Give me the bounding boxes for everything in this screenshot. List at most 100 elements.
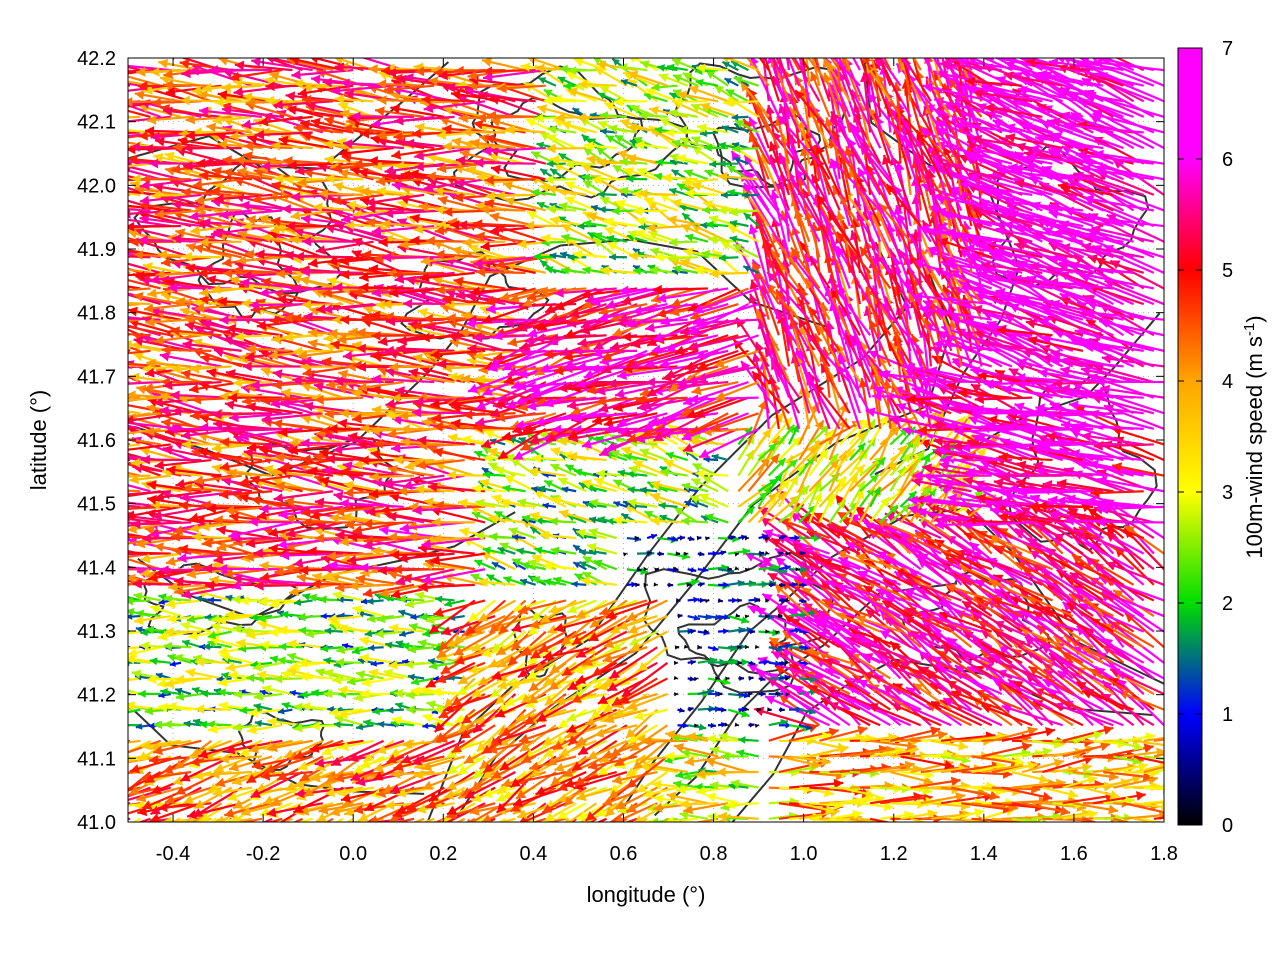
wind-arrow [548, 819, 596, 844]
wind-arrow-head [523, 823, 533, 832]
wind-arrow-head [311, 828, 321, 837]
wind-arrow-head [938, 821, 948, 830]
wind-arrow [718, 692, 723, 697]
wind-arrow [688, 676, 695, 681]
wind-arrow-head [97, 801, 107, 810]
wind-arrow-head [1042, 792, 1052, 802]
wind-arrow-head [127, 828, 137, 837]
wind-arrow [755, 724, 759, 728]
wind-arrow-head [435, 595, 442, 602]
wind-arrow-head [246, 674, 254, 683]
wind-arrow-head [119, 644, 125, 650]
wind-arrow-head [297, 613, 305, 621]
wind-arrow-head [556, 833, 566, 842]
wind-arrow-head [444, 832, 454, 841]
wind-arrow-shaft [98, 616, 131, 618]
wind-arrow-head [498, 829, 508, 838]
wind-arrow-shaft [107, 655, 130, 663]
wind-arrow-head [587, 829, 597, 838]
wind-arrow-head [349, 581, 358, 591]
wind-arrow-head [718, 692, 723, 697]
wind-arrow [185, 668, 221, 678]
wind-arrow-head [745, 645, 749, 649]
wind-arrow-head [737, 660, 742, 665]
wind-arrow [89, 772, 130, 790]
wind-arrow [367, 598, 384, 605]
wind-arrow-head [278, 834, 288, 843]
wind-arrow [718, 645, 737, 652]
wind-arrow-head [149, 822, 159, 831]
wind-arrow-head [958, 741, 968, 751]
wind-arrow-head [154, 721, 162, 730]
wind-arrow-head [723, 628, 729, 634]
wind-arrow [1063, 725, 1114, 740]
wind-arrow-shaft [328, 819, 373, 846]
wind-arrow-head [91, 770, 100, 780]
wind-arrow-head [519, 821, 529, 831]
wind-arrow [674, 661, 678, 665]
wind-arrow [664, 816, 697, 826]
wind-arrow [1002, 704, 1063, 725]
wind-arrow-head [89, 792, 99, 802]
wind-arrow [698, 582, 705, 587]
wind-arrow-shaft [104, 678, 140, 683]
wind-arrow-head [120, 593, 128, 600]
wind-arrow-head [1122, 826, 1132, 835]
wind-arrow [678, 707, 685, 712]
wind-arrow-head [97, 708, 107, 718]
wind-arrow-head [476, 829, 486, 838]
wind-arrow [218, 819, 272, 844]
wind-arrow [107, 653, 130, 663]
wind-arrow [708, 723, 716, 729]
wind-arrow-shaft [548, 819, 596, 844]
wind-arrow [809, 741, 846, 752]
wind-arrow-head [1163, 740, 1173, 750]
wind-arrow [738, 736, 758, 744]
wind-arrow-head [665, 730, 675, 740]
wind-arrow-shaft [88, 788, 130, 792]
wind-arrow [654, 582, 658, 586]
wind-arrow-head [755, 645, 759, 649]
wind-arrow [725, 676, 729, 680]
wind-arrow-head [706, 793, 716, 802]
wind-arrow-head [628, 833, 638, 842]
wind-arrow-head [278, 625, 287, 635]
wind-arrow [406, 705, 434, 714]
wind-arrow-shaft [911, 819, 948, 829]
wind-arrow-head [346, 826, 356, 835]
wind-arrow-shaft [112, 819, 170, 828]
wind-arrow-head [162, 817, 171, 827]
wind-arrow-head [700, 598, 705, 603]
wind-arrow [705, 599, 710, 603]
wind-arrow-shaft [71, 803, 130, 809]
wind-arrow [167, 702, 201, 712]
wind-arrow-shaft [98, 741, 140, 746]
wind-arrow [88, 786, 130, 796]
wind-arrow-head [363, 588, 373, 598]
wind-arrow-head [432, 687, 441, 697]
wind-arrow [435, 595, 455, 602]
wind-arrow-head [668, 582, 673, 587]
wind-arrow [728, 710, 749, 718]
wind-arrow-shaft [328, 819, 364, 836]
wind-arrow [735, 723, 739, 727]
wind-arrow-head [595, 728, 605, 738]
wind-arrow-head [205, 580, 214, 590]
wind-arrow [745, 645, 749, 649]
wind-arrow-head [422, 723, 428, 729]
wind-arrow-head [118, 749, 128, 758]
wind-arrow-head [114, 789, 124, 798]
wind-arrow [745, 707, 749, 711]
wind-arrow [728, 580, 744, 587]
wind-arrow [1012, 772, 1049, 784]
wind-arrow [718, 628, 729, 634]
wind-arrow [708, 645, 719, 651]
wind-arrow [181, 621, 212, 631]
wind-arrow-head [553, 830, 563, 839]
wind-arrow-head [674, 692, 678, 696]
wind-arrow [170, 661, 181, 667]
wind-arrow-head [233, 723, 242, 732]
wind-arrow [738, 676, 744, 681]
wind-arrow-head [732, 598, 737, 604]
